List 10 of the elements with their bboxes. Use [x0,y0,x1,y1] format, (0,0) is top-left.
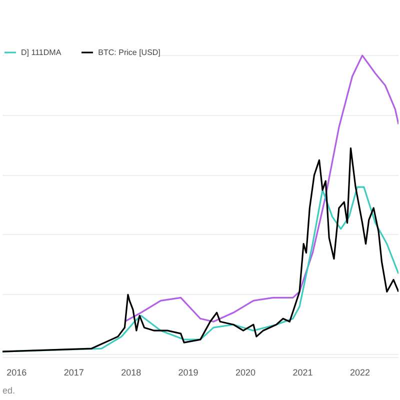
x-tick-label: 2022 [350,368,370,378]
x-tick-label: 2018 [121,368,142,378]
legend-label: D] 111DMA [21,48,62,56]
x-tick-label: 2020 [235,368,256,378]
legend-label: BTC: Price [USD] [98,48,160,56]
x-tick-label: 2021 [292,368,313,378]
x-tick-label: 2017 [64,368,84,378]
x-tick-label: 2016 [6,368,27,378]
x-tick-label: 2019 [178,368,198,378]
text: ed. [2,386,16,396]
